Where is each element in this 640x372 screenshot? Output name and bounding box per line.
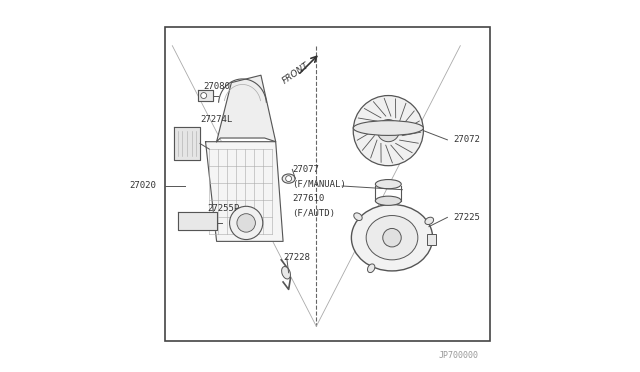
Bar — [427, 234, 436, 245]
Circle shape — [383, 228, 401, 247]
Ellipse shape — [282, 267, 291, 279]
Ellipse shape — [353, 121, 424, 135]
Text: 27072: 27072 — [453, 135, 480, 144]
Ellipse shape — [351, 205, 433, 271]
Circle shape — [285, 176, 292, 182]
Ellipse shape — [367, 264, 375, 273]
Polygon shape — [205, 142, 283, 241]
Ellipse shape — [354, 213, 362, 221]
Polygon shape — [198, 90, 213, 101]
Text: 27080: 27080 — [204, 82, 230, 91]
Text: (F/AUTD): (F/AUTD) — [292, 209, 335, 218]
Ellipse shape — [425, 217, 434, 225]
Text: FRONT: FRONT — [281, 61, 311, 86]
Text: 27228: 27228 — [283, 253, 310, 263]
Ellipse shape — [282, 174, 295, 183]
Polygon shape — [178, 212, 216, 230]
Ellipse shape — [376, 196, 401, 205]
Text: JP700000: JP700000 — [439, 350, 479, 359]
Polygon shape — [174, 127, 200, 160]
Text: 27020: 27020 — [129, 182, 156, 190]
Bar — [165, 27, 490, 341]
Circle shape — [377, 119, 399, 142]
Ellipse shape — [366, 215, 418, 260]
Polygon shape — [216, 75, 276, 142]
Text: 277610: 277610 — [292, 195, 324, 203]
Ellipse shape — [376, 180, 401, 189]
Text: 27255P: 27255P — [207, 203, 239, 213]
Text: 27274L: 27274L — [200, 115, 232, 124]
Text: 27077: 27077 — [292, 165, 319, 174]
Circle shape — [237, 214, 255, 232]
Circle shape — [201, 93, 207, 99]
Circle shape — [230, 206, 263, 240]
Text: 27225: 27225 — [453, 213, 480, 222]
Circle shape — [385, 127, 392, 134]
Text: (F/MANUAL): (F/MANUAL) — [292, 180, 346, 189]
Circle shape — [353, 96, 424, 166]
